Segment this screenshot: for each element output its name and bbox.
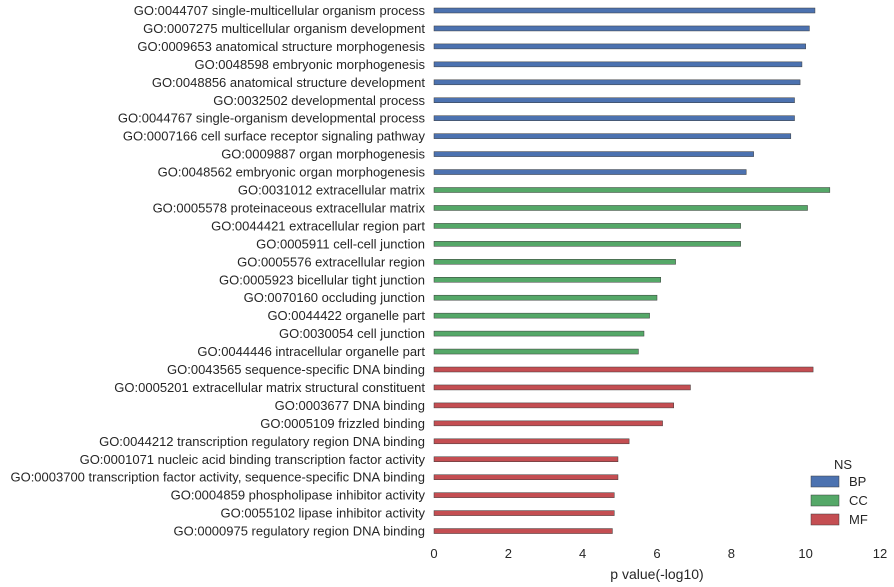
category-label: GO:0005201 extracellular matrix structur… — [114, 380, 425, 395]
bar-mf — [433, 492, 615, 498]
category-label: GO:0005109 frizzled binding — [260, 416, 425, 431]
bar-cc — [433, 348, 639, 355]
category-label: GO:0043565 sequence-specific DNA binding — [167, 362, 425, 377]
bar-bp — [433, 115, 795, 121]
bar-mf — [433, 384, 691, 391]
bar-mf — [433, 510, 615, 516]
bar-mf — [433, 402, 674, 409]
bar-mf — [433, 420, 663, 427]
category-label: GO:0055102 lipase inhibitor activity — [220, 506, 425, 521]
bar-bp — [433, 79, 801, 86]
bar-cc — [433, 294, 658, 301]
category-label: GO:0005911 cell-cell junction — [256, 236, 425, 251]
legend-title: NS — [834, 457, 852, 472]
category-label: GO:0044446 intracellular organelle part — [197, 344, 425, 359]
legend-swatch-mf — [810, 513, 840, 526]
bar-bp — [433, 97, 795, 103]
category-label: GO:0044707 single-multicellular organism… — [134, 3, 426, 18]
bar-cc — [433, 259, 676, 265]
bar-cc — [433, 241, 741, 247]
x-tick-label: 0 — [430, 546, 437, 561]
legend-swatch-cc — [810, 494, 840, 507]
bar-cc — [433, 205, 808, 211]
bar-mf — [433, 456, 619, 462]
category-label: GO:0005576 extracellular region — [237, 254, 425, 269]
category-labels: GO:0044707 single-multicellular organism… — [10, 3, 425, 539]
category-label: GO:0031012 extracellular matrix — [238, 183, 426, 198]
bar-bp — [433, 151, 754, 157]
category-label: GO:0070160 occluding junction — [244, 290, 425, 305]
bar-bp — [433, 7, 816, 14]
category-label: GO:0007275 multicellular organism develo… — [143, 21, 425, 36]
category-label: GO:0048856 anatomical structure developm… — [152, 75, 426, 90]
category-label: GO:0005923 bicellular tight junction — [219, 272, 425, 287]
category-label: GO:0044422 organelle part — [267, 308, 425, 323]
x-tick-label: 12 — [873, 546, 887, 561]
bar-bp — [433, 169, 747, 175]
category-label: GO:0003700 transcription factor activity… — [10, 470, 425, 485]
bar-cc — [433, 223, 741, 229]
bar-bp — [433, 61, 803, 68]
category-label: GO:0009887 organ morphogenesis — [221, 147, 425, 162]
category-label: GO:0005578 proteinaceous extracellular m… — [153, 200, 426, 215]
legend: NS BP CC MF — [810, 457, 868, 527]
x-axis-title: p value(-log10) — [610, 566, 703, 582]
bar-mf — [433, 366, 814, 373]
bar-bp — [433, 43, 806, 50]
bar-cc — [433, 312, 650, 319]
x-tick-label: 4 — [579, 546, 586, 561]
x-tick-label: 6 — [653, 546, 660, 561]
category-label: GO:0007166 cell surface receptor signali… — [123, 129, 426, 144]
category-label: GO:0032502 developmental process — [213, 93, 425, 108]
legend-label-mf: MF — [849, 512, 868, 527]
bar-bp — [433, 133, 792, 139]
legend-swatch-bp — [810, 475, 840, 488]
legend-label-bp: BP — [849, 474, 866, 489]
category-label: GO:0044421 extracellular region part — [211, 218, 425, 233]
bars — [433, 7, 831, 534]
bar-mf — [433, 528, 613, 534]
x-tick-label: 8 — [728, 546, 735, 561]
category-label: GO:0003677 DNA binding — [275, 398, 425, 413]
category-label: GO:0030054 cell junction — [279, 326, 425, 341]
bar-mf — [433, 474, 619, 480]
x-axis: 0 2 4 6 8 10 12 — [430, 546, 887, 561]
bar-cc — [433, 330, 645, 337]
bar-cc — [433, 187, 831, 193]
category-label: GO:0004859 phospholipase inhibitor activ… — [171, 488, 426, 503]
bar-mf — [433, 438, 630, 445]
category-label: GO:0048598 embryonic morphogenesis — [194, 57, 425, 72]
category-label: GO:0009653 anatomical structure morphoge… — [137, 39, 425, 54]
x-tick-label: 10 — [798, 546, 812, 561]
legend-label-cc: CC — [849, 493, 868, 508]
x-tick-label: 2 — [505, 546, 512, 561]
category-label: GO:0048562 embryonic organ morphogenesis — [158, 165, 426, 180]
category-label: GO:0044767 single-organism developmental… — [118, 111, 426, 126]
category-label: GO:0000975 regulatory region DNA binding — [174, 524, 426, 539]
category-label: GO:0001071 nucleic acid binding transcri… — [80, 452, 426, 467]
bar-bp — [433, 25, 810, 32]
category-label: GO:0044212 transcription regulatory regi… — [99, 434, 425, 449]
bar-cc — [433, 277, 661, 283]
